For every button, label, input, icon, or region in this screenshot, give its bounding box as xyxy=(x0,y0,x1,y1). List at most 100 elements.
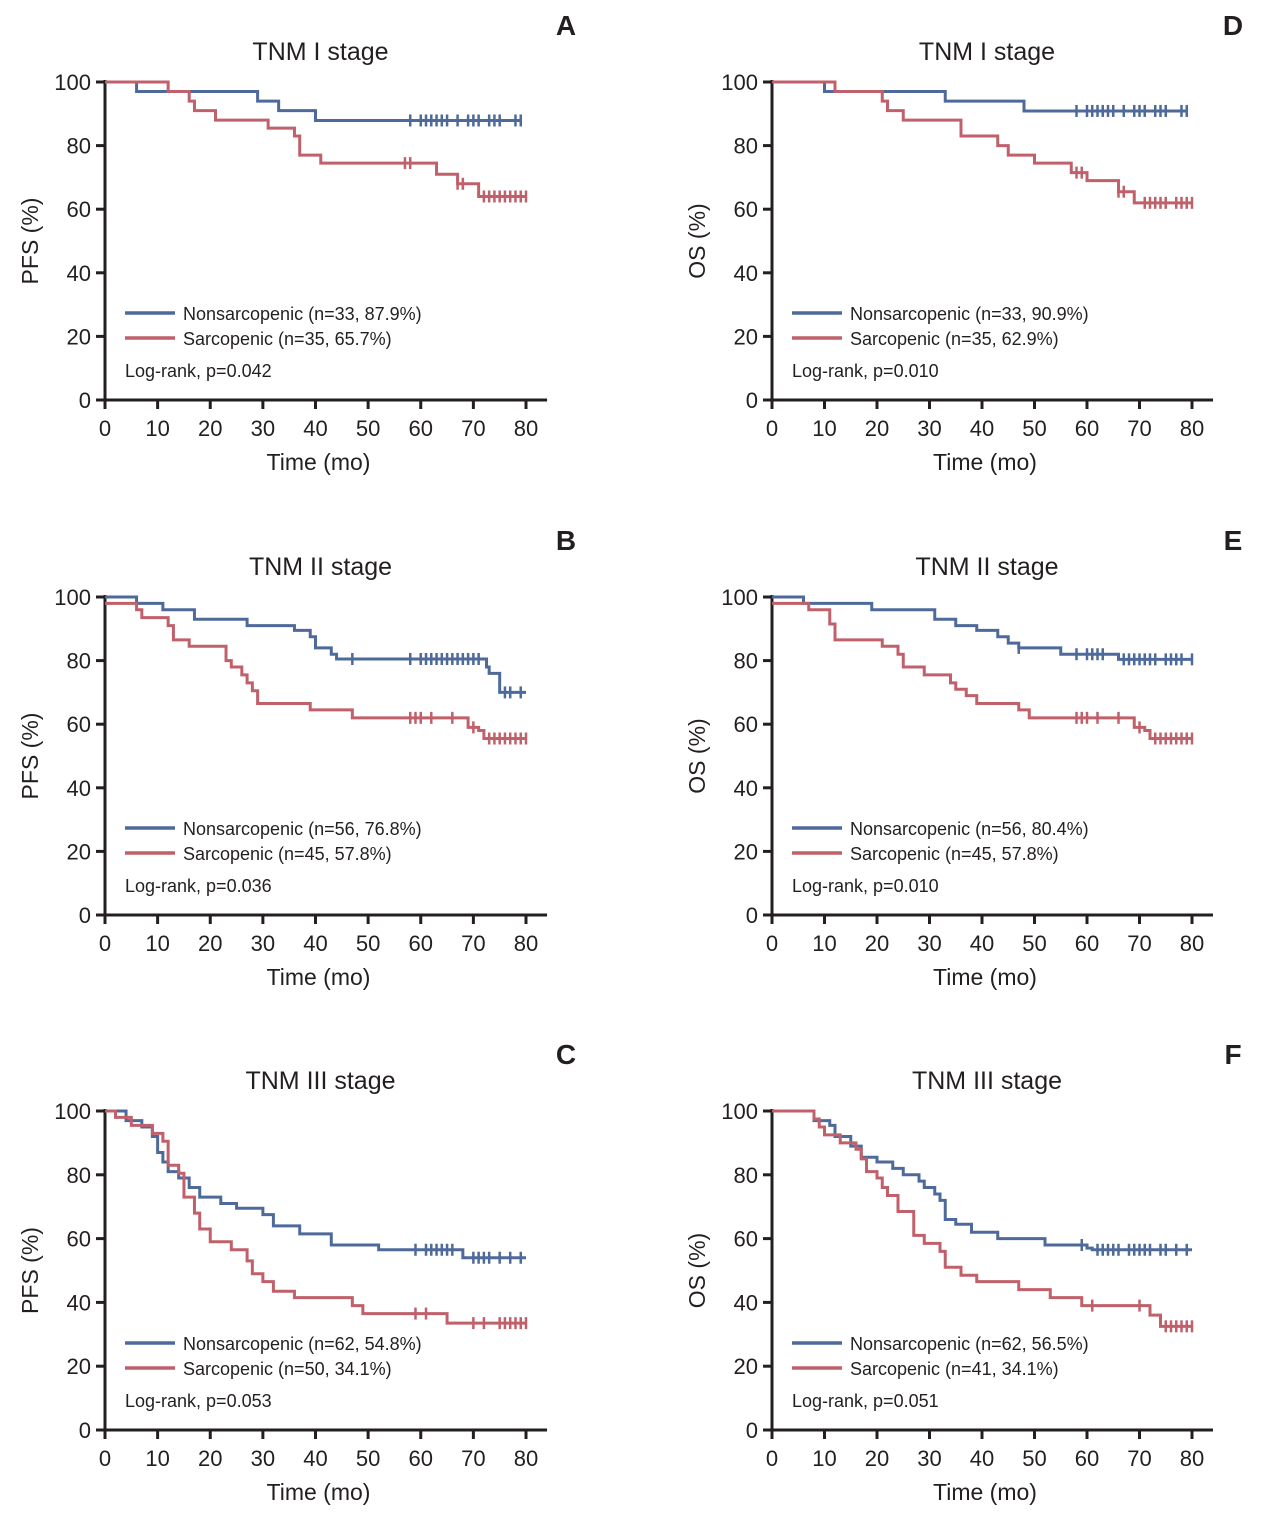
x-tick-label: 70 xyxy=(1127,416,1151,441)
x-tick-label: 0 xyxy=(99,416,111,441)
x-tick-label: 0 xyxy=(99,1446,111,1471)
survival-curve-sarcopenic xyxy=(105,1109,526,1325)
legend-label-nonsarcopenic: Nonsarcopenic (n=56, 76.8%) xyxy=(183,819,422,839)
x-tick-label: 80 xyxy=(514,931,538,956)
series-sarcopenic xyxy=(105,80,528,203)
panel-letter: A xyxy=(556,10,576,41)
series-nonsarcopenic xyxy=(105,80,522,127)
x-tick-label: 80 xyxy=(1180,931,1204,956)
x-tick-label: 70 xyxy=(461,1446,485,1471)
y-tick-label: 80 xyxy=(67,134,91,159)
x-tick-label: 80 xyxy=(514,1446,538,1471)
x-tick-label: 20 xyxy=(865,931,889,956)
x-tick-label: 60 xyxy=(1075,931,1099,956)
legend-label-sarcopenic: Sarcopenic (n=45, 57.8%) xyxy=(850,844,1059,864)
x-tick-label: 70 xyxy=(461,416,485,441)
legend-label-nonsarcopenic: Nonsarcopenic (n=62, 56.5%) xyxy=(850,1334,1089,1354)
y-tick-label: 0 xyxy=(746,903,758,928)
y-tick-label: 60 xyxy=(734,1227,758,1252)
km-panel-d: D TNM I stage 0 20 40 60 80 100 0 10 20 30 40 50 60 70 8… xyxy=(684,10,1243,475)
survival-curve-sarcopenic xyxy=(105,80,526,198)
y-tick-label: 20 xyxy=(67,1354,91,1379)
y-axis-label: OS (%) xyxy=(684,203,710,278)
series-sarcopenic xyxy=(772,1109,1194,1333)
series-sarcopenic xyxy=(772,601,1194,745)
x-tick-label: 40 xyxy=(970,1446,994,1471)
x-tick-label: 30 xyxy=(917,931,941,956)
x-tick-label: 50 xyxy=(1022,1446,1046,1471)
y-tick-label: 60 xyxy=(734,712,758,737)
x-tick-label: 30 xyxy=(251,931,275,956)
logrank-pvalue: Log-rank, p=0.042 xyxy=(125,361,272,381)
x-axis-label: Time (mo) xyxy=(933,1479,1037,1505)
series-nonsarcopenic xyxy=(105,1109,526,1264)
panel-letter: E xyxy=(1224,525,1243,556)
y-tick-label: 60 xyxy=(67,197,91,222)
km-panel-a: A TNM I stage 0 20 40 60 80 100 0 10 20 30 40 50 60 70 8… xyxy=(17,10,576,475)
x-tick-label: 50 xyxy=(356,931,380,956)
legend-label-nonsarcopenic: Nonsarcopenic (n=33, 87.9%) xyxy=(183,304,422,324)
legend-label-sarcopenic: Sarcopenic (n=45, 57.8%) xyxy=(183,844,392,864)
y-tick-label: 80 xyxy=(67,649,91,674)
x-tick-label: 80 xyxy=(514,416,538,441)
y-axis-label: OS (%) xyxy=(684,718,710,793)
y-tick-label: 60 xyxy=(67,712,91,737)
logrank-pvalue: Log-rank, p=0.010 xyxy=(792,876,939,896)
x-axis-label: Time (mo) xyxy=(267,449,371,475)
y-tick-label: 40 xyxy=(67,1290,91,1315)
chart-title: TNM III stage xyxy=(912,1067,1062,1095)
y-tick-label: 20 xyxy=(734,839,758,864)
legend-label-sarcopenic: Sarcopenic (n=35, 65.7%) xyxy=(183,329,392,349)
x-tick-label: 10 xyxy=(145,1446,169,1471)
logrank-pvalue: Log-rank, p=0.053 xyxy=(125,1391,272,1411)
x-tick-label: 70 xyxy=(1127,1446,1151,1471)
y-axis-label: PFS (%) xyxy=(17,1227,43,1314)
panel-letter: B xyxy=(556,525,576,556)
y-axis-label: OS (%) xyxy=(684,1233,710,1308)
x-tick-label: 70 xyxy=(461,931,485,956)
series-nonsarcopenic xyxy=(105,595,526,699)
y-tick-label: 60 xyxy=(734,197,758,222)
legend-label-sarcopenic: Sarcopenic (n=35, 62.9%) xyxy=(850,329,1059,349)
x-tick-label: 60 xyxy=(409,416,433,441)
y-tick-label: 20 xyxy=(67,839,91,864)
x-tick-label: 0 xyxy=(766,931,778,956)
survival-curve-nonsarcopenic xyxy=(772,1109,1192,1252)
x-tick-label: 60 xyxy=(409,931,433,956)
survival-curve-nonsarcopenic xyxy=(772,80,1187,113)
x-tick-label: 30 xyxy=(917,1446,941,1471)
y-tick-label: 100 xyxy=(54,70,91,95)
km-panel-f: F TNM III stage 0 20 40 60 80 100 0 10 20 30 40 50 60 7… xyxy=(684,1039,1242,1505)
x-tick-label: 40 xyxy=(303,416,327,441)
x-tick-label: 30 xyxy=(251,416,275,441)
logrank-pvalue: Log-rank, p=0.051 xyxy=(792,1391,939,1411)
chart-title: TNM I stage xyxy=(919,38,1055,66)
x-tick-label: 50 xyxy=(1022,416,1046,441)
survival-curve-sarcopenic xyxy=(772,1109,1192,1328)
panel-letter: D xyxy=(1223,10,1243,41)
x-tick-label: 20 xyxy=(198,416,222,441)
y-tick-label: 40 xyxy=(67,261,91,286)
x-tick-label: 10 xyxy=(145,931,169,956)
y-tick-label: 0 xyxy=(746,1418,758,1443)
y-tick-label: 40 xyxy=(734,776,758,801)
panel-letter: F xyxy=(1224,1039,1241,1070)
x-tick-label: 40 xyxy=(303,931,327,956)
x-tick-label: 40 xyxy=(303,1446,327,1471)
km-panel-b: B TNM II stage 0 20 40 60 80 100 0 10 20 30 40 50 60 70… xyxy=(17,525,576,990)
y-tick-label: 100 xyxy=(54,1099,91,1124)
x-tick-label: 60 xyxy=(409,1446,433,1471)
km-panel-e: E TNM II stage 0 20 40 60 80 100 0 10 20 30 40 50 60 70… xyxy=(684,525,1242,990)
chart-title: TNM III stage xyxy=(245,1067,395,1095)
survival-curve-nonsarcopenic xyxy=(105,1109,526,1260)
y-tick-label: 100 xyxy=(721,585,758,610)
x-tick-label: 30 xyxy=(917,416,941,441)
series-nonsarcopenic xyxy=(772,1109,1192,1256)
y-tick-label: 60 xyxy=(67,1227,91,1252)
y-tick-label: 80 xyxy=(67,1163,91,1188)
x-axis-label: Time (mo) xyxy=(933,964,1037,990)
legend-label-sarcopenic: Sarcopenic (n=41, 34.1%) xyxy=(850,1359,1059,1379)
survival-curve-nonsarcopenic xyxy=(772,595,1192,661)
chart-title: TNM II stage xyxy=(249,553,392,581)
